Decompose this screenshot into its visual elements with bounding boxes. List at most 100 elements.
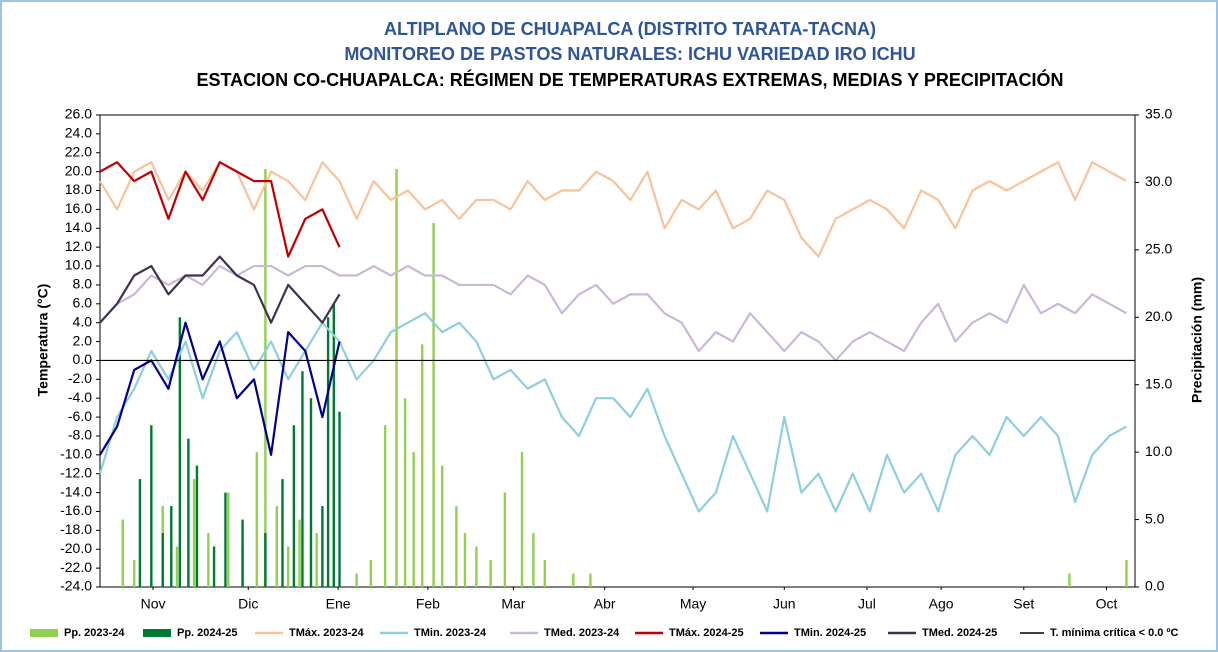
precip-bar: [589, 573, 592, 587]
y2-tick-label: 25.0: [1145, 241, 1172, 257]
y-tick-label: 20.0: [65, 162, 92, 178]
precip-bar: [150, 425, 153, 587]
x-tick-label: Ene: [326, 596, 351, 612]
precip-bar: [1068, 573, 1071, 587]
y-tick-label: -22.0: [60, 559, 92, 575]
precip-bar: [275, 506, 278, 587]
precip-bar: [355, 573, 358, 587]
y-tick-label: 16.0: [65, 200, 92, 216]
precip-bar: [432, 222, 435, 587]
precip-bar: [543, 560, 546, 587]
precip-bar: [195, 465, 199, 587]
precip-bar: [175, 546, 179, 587]
precip-bar: [332, 303, 336, 587]
x-tick-label: Abr: [594, 596, 616, 612]
legend-label: TMáx. 2024-25: [669, 627, 744, 639]
x-tick-label: Mar: [501, 596, 525, 612]
precip-bar: [532, 533, 535, 587]
precip-bar: [138, 479, 142, 587]
x-tick-label: Ago: [929, 596, 954, 612]
x-tick-label: Dic: [238, 596, 258, 612]
chart-title: ALTIPLANO DE CHUAPALCA (DISTRITO TARATA-…: [384, 19, 876, 39]
x-tick-label: Jul: [858, 596, 876, 612]
precip-bar: [338, 411, 341, 587]
legend-label: Pp. 2024-25: [177, 627, 238, 639]
y-tick-label: -14.0: [60, 483, 92, 499]
chart-heading: ESTACION CO-CHUAPALCA: RÉGIMEN DE TEMPER…: [196, 69, 1063, 90]
y-tick-label: -18.0: [60, 521, 92, 537]
precip-bar: [455, 506, 458, 587]
precip-bar: [503, 492, 507, 587]
precip-bar: [298, 519, 301, 587]
legend-label: T. mínima crítica < 0.0 ºC: [1050, 627, 1178, 639]
x-tick-label: May: [680, 596, 706, 612]
legend-label: Pp. 2023-24: [64, 627, 125, 639]
precip-bar: [572, 573, 575, 587]
y-tick-label: -16.0: [60, 502, 92, 518]
precip-bar: [309, 398, 313, 587]
x-tick-label: Jun: [773, 596, 796, 612]
y-tick-label: -12.0: [60, 464, 92, 480]
y2-axis-title: Precipitación (mm): [1189, 277, 1205, 403]
y2-tick-label: 5.0: [1145, 510, 1165, 526]
temperature-line: [98, 312, 1127, 513]
y-tick-label: 14.0: [65, 219, 92, 235]
legend-label: TMin. 2024-25: [794, 627, 866, 639]
precip-bar: [170, 506, 173, 587]
temperature-line: [99, 161, 341, 258]
precip-bar: [412, 452, 415, 587]
temperature-line: [99, 255, 341, 324]
precip-bar: [264, 533, 267, 587]
precip-bar: [281, 479, 284, 587]
temperature-line: [99, 321, 341, 456]
precip-bar: [212, 546, 216, 587]
precip-bar: [227, 492, 230, 587]
y2-tick-label: 15.0: [1145, 375, 1172, 391]
legend-label: TMed. 2024-25: [922, 627, 997, 639]
y-tick-label: -2.0: [68, 370, 92, 386]
y-tick-label: 4.0: [73, 313, 93, 329]
precip-bar: [326, 317, 330, 587]
precip-bar: [321, 506, 324, 587]
precip-bar: [292, 425, 296, 587]
precip-bar: [475, 546, 478, 587]
precip-bar: [178, 317, 182, 587]
precip-bar: [133, 560, 136, 587]
y-tick-label: -4.0: [68, 389, 92, 405]
precip-bar: [440, 465, 444, 587]
y-tick-label: -6.0: [68, 408, 92, 424]
precip-bar: [420, 344, 424, 587]
y2-tick-label: 20.0: [1145, 308, 1172, 324]
y-tick-label: 6.0: [73, 295, 93, 311]
legend-label: TMin. 2023-24: [414, 627, 487, 639]
y-tick-label: 26.0: [65, 106, 92, 122]
precip-bar: [403, 398, 407, 587]
legend-swatch: [30, 629, 58, 637]
precip-bar: [301, 371, 304, 587]
y-tick-label: 0.0: [73, 351, 93, 367]
precip-bar: [255, 452, 259, 587]
x-tick-label: Oct: [1096, 596, 1118, 612]
legend-swatch: [143, 629, 171, 637]
chart-subtitle: MONITOREO DE PASTOS NATURALES: ICHU VARI…: [344, 44, 915, 64]
y2-tick-label: 30.0: [1145, 173, 1172, 189]
legend-label: TMed. 2023-24: [544, 627, 620, 639]
y-axis-title: Temperatura (°C): [35, 284, 51, 397]
temperature-line: [99, 264, 1127, 362]
precip-bar: [1125, 560, 1128, 587]
y-tick-label: 8.0: [73, 276, 93, 292]
y2-tick-label: 0.0: [1145, 578, 1165, 594]
y2-tick-label: 10.0: [1145, 443, 1172, 459]
x-tick-label: Nov: [141, 596, 166, 612]
precip-bar: [121, 519, 125, 587]
precip-bar: [383, 425, 387, 587]
precip-bar: [520, 452, 524, 587]
y-tick-label: -10.0: [60, 446, 92, 462]
y-tick-label: 12.0: [65, 238, 92, 254]
precip-bar: [369, 560, 373, 587]
precip-bar: [264, 168, 267, 587]
precip-bar: [192, 479, 196, 587]
y-tick-label: 18.0: [65, 181, 92, 197]
